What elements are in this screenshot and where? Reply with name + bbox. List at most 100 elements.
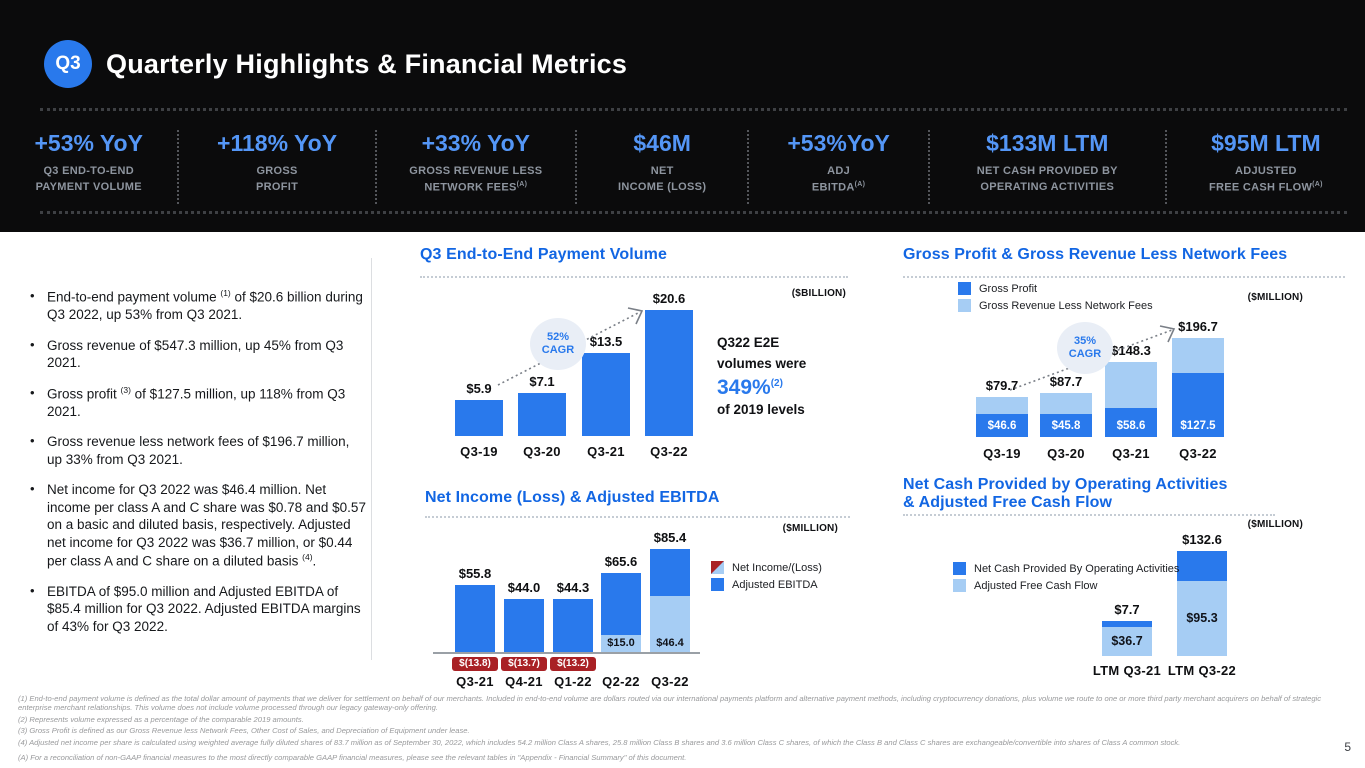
grlnf-swatch-icon (958, 299, 971, 312)
metric-value: $95M LTM (1211, 130, 1321, 156)
metric-label-line: EBITDA(A) (811, 180, 866, 194)
metric-separator (177, 130, 180, 204)
metric-label-line: INCOME (LOSS) (618, 180, 707, 193)
chart-unit-label: ($BILLION) (791, 288, 846, 299)
bullet-dot: • (30, 481, 35, 497)
metric-label: NET CASH PROVIDED BY OPERATING ACTIVITIES (977, 164, 1118, 196)
bullet-dot: • (30, 336, 35, 352)
x-axis-label: Q3-19 (983, 446, 1021, 461)
bar-segment-light (1040, 392, 1092, 414)
metric-value: +33% YoY (421, 130, 531, 156)
legend-label: Net Income/(Loss) (732, 561, 822, 574)
chart-net-income: Net Income (Loss) & Adjusted EBITDA ($MI… (415, 483, 860, 689)
metric-value: $46M (633, 130, 691, 156)
note-line: of 2019 levels (717, 402, 805, 418)
metric-label-line: NET (650, 165, 674, 177)
footnote: (3) Gross Profit is defined as our Gross… (18, 726, 470, 736)
x-axis-label: Q3-22 (651, 674, 689, 689)
footnotes: (1) End-to-end payment volume is defined… (18, 694, 1350, 765)
bar-segment-label: $36.7 (1111, 633, 1143, 648)
bullet-text: Gross profit (3) of $127.5 million, up 1… (47, 384, 346, 419)
bar (645, 310, 693, 436)
bar-segment-light (1102, 626, 1152, 656)
bar (582, 353, 630, 436)
bullet-dot: • (30, 433, 35, 449)
legend-row: Gross Profit (958, 282, 1153, 295)
bar-segment-dark (976, 413, 1028, 437)
metric-1: +53% YoY Q3 END-TO-END PAYMENT VOLUME (0, 124, 177, 210)
metric-label-line: ADJUSTED (1235, 165, 1297, 177)
bar-segment-label: $127.5 (1180, 420, 1216, 432)
bar (518, 392, 566, 436)
bar-segment-dark (1105, 407, 1157, 437)
bar-segment-label: $15.0 (607, 637, 635, 649)
bar-segment-label: $45.8 (1051, 420, 1081, 432)
footnote-marker: (3) (120, 384, 131, 395)
metric-separator (1164, 130, 1167, 204)
metric-label: GROSS PROFIT (256, 164, 298, 196)
metric-label: Q3 END-TO-END PAYMENT VOLUME (36, 164, 142, 196)
bar-segment-light (1172, 338, 1224, 373)
chart-legend: Gross Profit Gross Revenue Less Network … (958, 282, 1153, 316)
footnote-marker: (A) (1312, 180, 1323, 188)
x-axis-label: Q3-20 (523, 444, 561, 459)
bar-segment-dark (1102, 620, 1152, 627)
metric-label: NET INCOME (LOSS) (618, 164, 706, 196)
chart-title: Gross Profit & Gross Revenue Less Networ… (903, 246, 1288, 263)
chart-dotted-rule (903, 276, 1345, 278)
legend-row: Adjusted Free Cash Flow (953, 579, 1179, 592)
legend-row: Adjusted EBITDA (711, 578, 822, 591)
bar-net-income-positive (601, 634, 641, 653)
chart-side-note: Q322 E2E volumes were 349%(2) of 2019 le… (717, 333, 806, 421)
cagr-bubble: 35% CAGR (1057, 322, 1113, 374)
bullet-text: EBITDA of $95.0 million and Adjusted EBI… (47, 583, 361, 634)
bar (455, 399, 503, 436)
metric-label-line: GROSS (256, 165, 298, 177)
metric-label-line: NET CASH PROVIDED BY (976, 165, 1118, 177)
chart-unit-label: ($MILLION) (782, 523, 838, 534)
bullet-text: Gross revenue less network fees of $196.… (47, 434, 350, 467)
footnote-marker: (1) (220, 288, 231, 298)
note-line: Q322 E2E (717, 335, 780, 350)
header-dotted-rule-top (40, 108, 1347, 111)
metric-label-line: NETWORK FEES(A) (424, 180, 528, 194)
metric-separator (747, 130, 750, 204)
footnote: (1) End-to-end payment volume is defined… (18, 694, 1322, 713)
metric-label-line: ADJ (827, 165, 851, 177)
cagr-bubble: 52% CAGR (530, 318, 586, 370)
bar-segment-label: $58.6 (1116, 420, 1146, 432)
metric-4: $46M NET INCOME (LOSS) (577, 124, 747, 210)
cagr-arrow (497, 307, 644, 386)
chart-unit-label: ($MILLION) (1247, 292, 1303, 303)
bar-value-label: $5.9 (466, 380, 492, 396)
metric-label-line: GROSS REVENUE LESS (409, 165, 543, 177)
list-item: • Gross profit (3) of $127.5 million, up … (30, 385, 366, 421)
metric-separator (927, 130, 930, 204)
legend-row: Gross Revenue Less Network Fees (958, 299, 1153, 312)
bar-net-income-negative: $(13.7) (501, 657, 547, 671)
metric-value: +53%YoY (787, 130, 890, 156)
bar-value-label: $44.0 (507, 580, 541, 596)
page-title: Quarterly Highlights & Financial Metrics (106, 49, 628, 79)
footnote: (4) Adjusted net income per share is cal… (18, 737, 1181, 747)
bar-value-label: $20.6 (652, 291, 686, 306)
bar-ebitda (553, 599, 593, 653)
chart-net-cash: Net Cash Provided by Operating Activitie… (895, 470, 1355, 688)
x-axis-line (433, 652, 700, 654)
metric-value: +53% YoY (34, 130, 143, 156)
chart-dotted-rule (425, 516, 850, 518)
chart-unit-label: ($MILLION) (1247, 519, 1303, 530)
chart-dotted-rule (903, 514, 1275, 516)
metric-5: +53%YoY ADJ EBITDA(A) (749, 124, 927, 210)
footnote: (A) For a reconciliation of non-GAAP fin… (18, 753, 687, 763)
bar-value-label: $132.6 (1182, 532, 1222, 547)
bullet-dot: • (30, 288, 35, 303)
bar-segment-dark (1040, 413, 1092, 437)
bar-segment-label: $46.4 (656, 637, 684, 649)
metric-label: ADJ EBITDA(A) (812, 164, 865, 197)
chart-e2e-volume: Q3 End-to-End Payment Volume ($BILLION) … (410, 240, 860, 465)
adjusted-ebitda-swatch-icon (711, 578, 724, 591)
legend-row: Net Income/(Loss) (711, 561, 822, 574)
bar-segment-light (976, 396, 1028, 414)
